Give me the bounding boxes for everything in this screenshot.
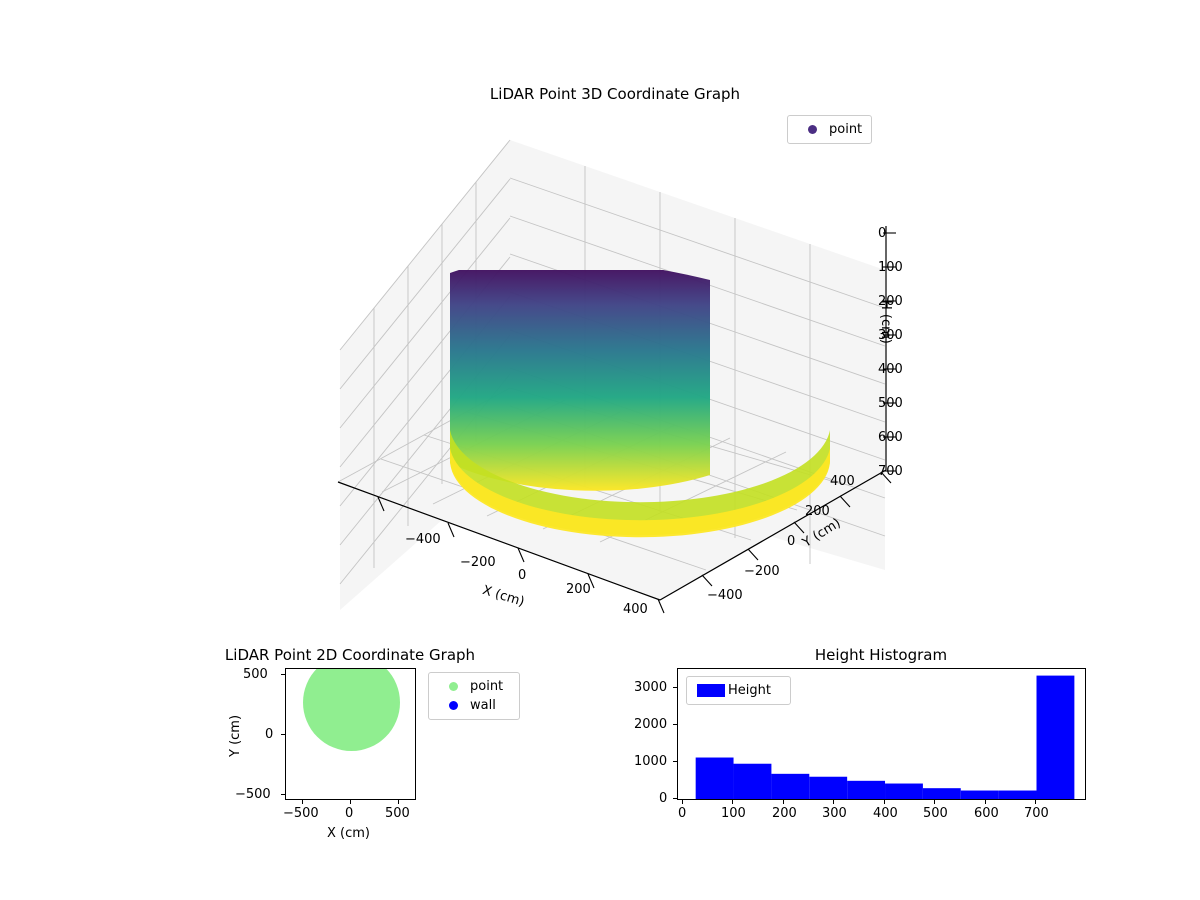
histogram-bar xyxy=(733,763,772,799)
wall-marker-icon xyxy=(436,701,470,710)
xhist-tickmark-300 xyxy=(833,800,834,804)
histogram-bar xyxy=(885,783,923,799)
yhist-tick-2000: 2000 xyxy=(634,717,668,732)
x2d-tickmark-500 xyxy=(398,800,399,804)
histogram-bar xyxy=(960,790,999,799)
scatter2d-title: LiDAR Point 2D Coordinate Graph xyxy=(224,646,476,664)
xhist-tick-0: 0 xyxy=(678,806,687,821)
scatter3d-axes[interactable] xyxy=(330,130,930,630)
xhist-tick-600: 600 xyxy=(974,806,999,821)
scatter2d-legend[interactable]: point wall xyxy=(428,672,520,720)
xhist-tickmark-600 xyxy=(985,800,986,804)
z-tick-700: 700 xyxy=(878,464,903,479)
xhist-tick-300: 300 xyxy=(822,806,847,821)
legend-label-height: Height xyxy=(728,683,771,698)
scan-columns-front xyxy=(606,266,854,501)
histogram-axes[interactable] xyxy=(677,668,1086,800)
xhist-tick-100: 100 xyxy=(721,806,746,821)
xhist-tick-200: 200 xyxy=(772,806,797,821)
x2d-tickmark-0 xyxy=(350,800,351,804)
xhist-tickmark-400 xyxy=(884,800,885,804)
z-tick-200: 200 xyxy=(878,294,903,309)
point-marker-icon xyxy=(795,125,829,134)
histogram-bar xyxy=(1036,675,1075,799)
point-cloud-2d xyxy=(303,669,400,751)
histogram-bar xyxy=(998,790,1037,799)
xhist-tick-700: 700 xyxy=(1024,806,1049,821)
axes3d-z-ticks xyxy=(883,232,896,472)
xhist-tick-500: 500 xyxy=(923,806,948,821)
histogram-title: Height Histogram xyxy=(814,646,948,664)
y2d-tickmark-500 xyxy=(281,674,285,675)
z-tick-500: 500 xyxy=(878,396,903,411)
cylinder-bottom-rim xyxy=(450,418,830,538)
histogram-bar xyxy=(809,776,848,799)
x2d-tick-m500: −500 xyxy=(283,806,319,821)
y-tick-200: 200 xyxy=(805,504,830,519)
y2d-tickmark-0 xyxy=(281,734,285,735)
x2d-tick-0: 0 xyxy=(345,806,354,821)
x-tick-m200: −200 xyxy=(460,555,496,570)
x2d-axis-label: X (cm) xyxy=(327,826,370,841)
yhist-tickmark-0 xyxy=(673,798,677,799)
scatter3d-legend[interactable]: point xyxy=(787,115,872,144)
z-tick-400: 400 xyxy=(878,362,903,377)
y2d-tick-m500: −500 xyxy=(235,787,271,802)
z-tick-300: 300 xyxy=(878,328,903,343)
z-axis-label: H (cm) xyxy=(878,300,893,344)
histogram-bar xyxy=(922,788,961,799)
xhist-tickmark-100 xyxy=(732,800,733,804)
legend-label-point: point xyxy=(470,679,504,694)
yhist-tickmark-1000 xyxy=(673,761,677,762)
axes3d-y-ticks xyxy=(701,471,892,587)
yhist-tick-0: 0 xyxy=(659,791,668,806)
legend-label-wall: wall xyxy=(470,698,496,713)
xhist-tickmark-500 xyxy=(934,800,935,804)
yhist-tick-3000: 3000 xyxy=(634,680,668,695)
scatter2d-canvas xyxy=(303,669,400,751)
legend-item-height[interactable]: Height xyxy=(694,681,783,700)
yhist-tickmark-2000 xyxy=(673,724,677,725)
x2d-tick-500: 500 xyxy=(385,806,410,821)
xhist-tickmark-700 xyxy=(1035,800,1036,804)
x-tick-0: 0 xyxy=(518,568,527,583)
scatter2d-axes[interactable] xyxy=(285,668,416,800)
y2d-tick-0: 0 xyxy=(265,727,274,742)
x-tick-400: 400 xyxy=(623,602,648,617)
xhist-tickmark-200 xyxy=(783,800,784,804)
y-tick-m400: −400 xyxy=(707,588,743,603)
histogram-canvas xyxy=(695,675,1075,799)
y2d-tick-500: 500 xyxy=(243,667,268,682)
x-tick-m400: −400 xyxy=(405,532,441,547)
xhist-tick-400: 400 xyxy=(873,806,898,821)
y2d-tickmark-m500 xyxy=(281,794,285,795)
histogram-bar xyxy=(771,773,810,799)
y2d-axis-label: Y (cm) xyxy=(228,714,243,757)
scatter3d-canvas xyxy=(337,139,896,614)
xhist-tickmark-0 xyxy=(682,800,683,804)
y-tick-400: 400 xyxy=(830,474,855,489)
point-marker-icon xyxy=(436,682,470,691)
x-tick-200: 200 xyxy=(566,582,591,597)
height-patch-icon xyxy=(694,684,728,697)
histogram-bar xyxy=(695,757,734,799)
y-tick-m200: −200 xyxy=(744,564,780,579)
z-tick-0: 0 xyxy=(878,226,887,241)
legend-item-point[interactable]: point xyxy=(795,120,864,139)
point-cloud-3d xyxy=(450,214,854,538)
y-tick-0: 0 xyxy=(787,534,796,549)
yhist-tick-1000: 1000 xyxy=(634,754,668,769)
histogram-legend[interactable]: Height xyxy=(686,676,791,705)
z-tick-600: 600 xyxy=(878,430,903,445)
z-tick-100: 100 xyxy=(878,260,903,275)
axes3d-x-ticks xyxy=(377,496,665,614)
scatter3d-title: LiDAR Point 3D Coordinate Graph xyxy=(489,85,741,103)
x2d-tickmark-m500 xyxy=(302,800,303,804)
legend-item-point[interactable]: point xyxy=(436,677,512,696)
legend-label-point: point xyxy=(829,122,863,137)
yhist-tickmark-3000 xyxy=(673,687,677,688)
legend-item-wall[interactable]: wall xyxy=(436,696,512,715)
histogram-bar xyxy=(847,780,886,799)
